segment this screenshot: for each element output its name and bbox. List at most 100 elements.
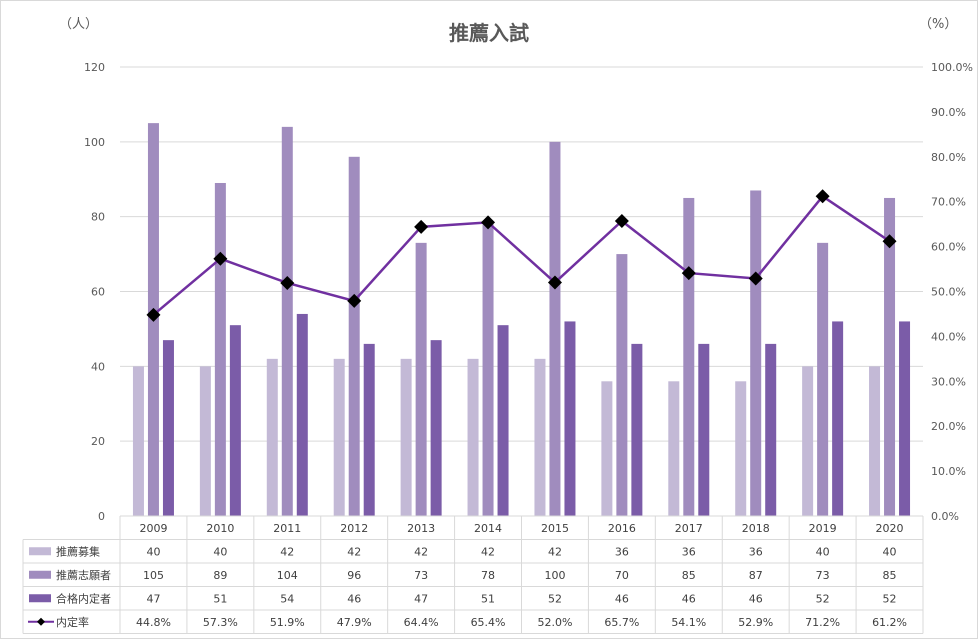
bar [333, 358, 345, 516]
rate-marker [414, 219, 429, 234]
chart-title: 推薦入試 [449, 21, 529, 45]
data-label: 46 [749, 592, 763, 605]
y2-tick-label: 80.0% [931, 151, 966, 164]
data-label: 40 [213, 545, 227, 558]
data-label: 47.9% [337, 616, 372, 629]
data-label: 54 [280, 592, 294, 605]
x-tick-label: 2014 [474, 522, 502, 535]
y2-tick-label: 90.0% [931, 106, 966, 119]
bar [229, 325, 241, 516]
data-label: 46 [615, 592, 629, 605]
data-label: 42 [414, 545, 428, 558]
data-label: 87 [749, 569, 763, 582]
bar [899, 321, 911, 516]
bar [735, 381, 747, 516]
data-label: 42 [347, 545, 361, 558]
legend-label: 推薦志願者 [56, 568, 111, 582]
bar [534, 358, 546, 516]
legend-label: 合格内定者 [56, 591, 111, 605]
data-label: 85 [682, 569, 696, 582]
x-tick-label: 2009 [139, 522, 167, 535]
rate-marker [882, 234, 897, 249]
rate-marker [748, 271, 763, 286]
y2-tick-label: 10.0% [931, 465, 966, 478]
y-tick-label: 20 [91, 435, 105, 448]
data-label: 40 [816, 545, 830, 558]
legend-key-marker [37, 617, 45, 626]
bar [698, 343, 710, 516]
bar [162, 340, 174, 516]
data-label: 51 [213, 592, 227, 605]
y-tick-label: 0 [98, 510, 105, 523]
data-label: 65.7% [604, 616, 639, 629]
bar [668, 381, 680, 516]
data-label: 89 [213, 569, 227, 582]
bar [363, 343, 375, 516]
data-label: 73 [816, 569, 830, 582]
data-label: 40 [146, 545, 160, 558]
data-label: 85 [883, 569, 897, 582]
bar [683, 197, 695, 517]
y-tick-label: 120 [84, 61, 105, 74]
y2-tick-label: 0.0% [931, 510, 959, 523]
bar [884, 197, 896, 517]
bar [430, 340, 442, 516]
rate-line [152, 194, 891, 316]
data-label: 52 [816, 592, 830, 605]
bar [765, 343, 777, 516]
y2-tick-label: 40.0% [931, 330, 966, 343]
x-tick-label: 2018 [742, 522, 770, 535]
bar [467, 358, 479, 516]
y2-tick-label: 20.0% [931, 420, 966, 433]
legend-label: 推薦募集 [56, 544, 100, 558]
y2-tick-label: 60.0% [931, 241, 966, 254]
bar [631, 343, 643, 516]
data-label: 52 [548, 592, 562, 605]
bar [400, 358, 412, 516]
rate-marker [280, 275, 295, 290]
data-label: 100 [544, 569, 565, 582]
data-label: 52 [883, 592, 897, 605]
rate-marker [481, 215, 496, 230]
rate-marker [614, 214, 629, 229]
data-label: 104 [277, 569, 298, 582]
x-tick-label: 2016 [608, 522, 636, 535]
bar [482, 224, 494, 516]
rate-marker [681, 266, 696, 281]
bar [616, 254, 628, 517]
data-label: 54.1% [671, 616, 706, 629]
data-label: 44.8% [136, 616, 171, 629]
bar [199, 366, 211, 516]
bar [415, 242, 427, 516]
bar [214, 182, 226, 516]
x-tick-label: 2010 [206, 522, 234, 535]
x-tick-label: 2017 [675, 522, 703, 535]
rate-marker [547, 275, 562, 290]
data-label: 52.0% [537, 616, 572, 629]
x-tick-label: 2012 [340, 522, 368, 535]
rate-marker [815, 189, 830, 204]
bar [750, 190, 762, 516]
data-label: 36 [615, 545, 629, 558]
x-tick-label: 2013 [407, 522, 435, 535]
y-tick-label: 60 [91, 286, 105, 299]
bar [497, 325, 509, 516]
data-label: 42 [481, 545, 495, 558]
data-label: 47 [414, 592, 428, 605]
data-label: 70 [615, 569, 629, 582]
data-label: 40 [883, 545, 897, 558]
y-tick-label: 40 [91, 360, 105, 373]
data-label: 36 [749, 545, 763, 558]
bar [564, 321, 576, 516]
data-label: 51.9% [270, 616, 305, 629]
data-label: 64.4% [404, 616, 439, 629]
y-tick-label: 100 [84, 136, 105, 149]
legend-key [29, 594, 51, 603]
legend-label: 内定率 [56, 615, 89, 629]
data-label: 65.4% [471, 616, 506, 629]
bar [266, 358, 278, 516]
bar [132, 366, 144, 516]
right-axis-unit: （%） [919, 17, 958, 32]
